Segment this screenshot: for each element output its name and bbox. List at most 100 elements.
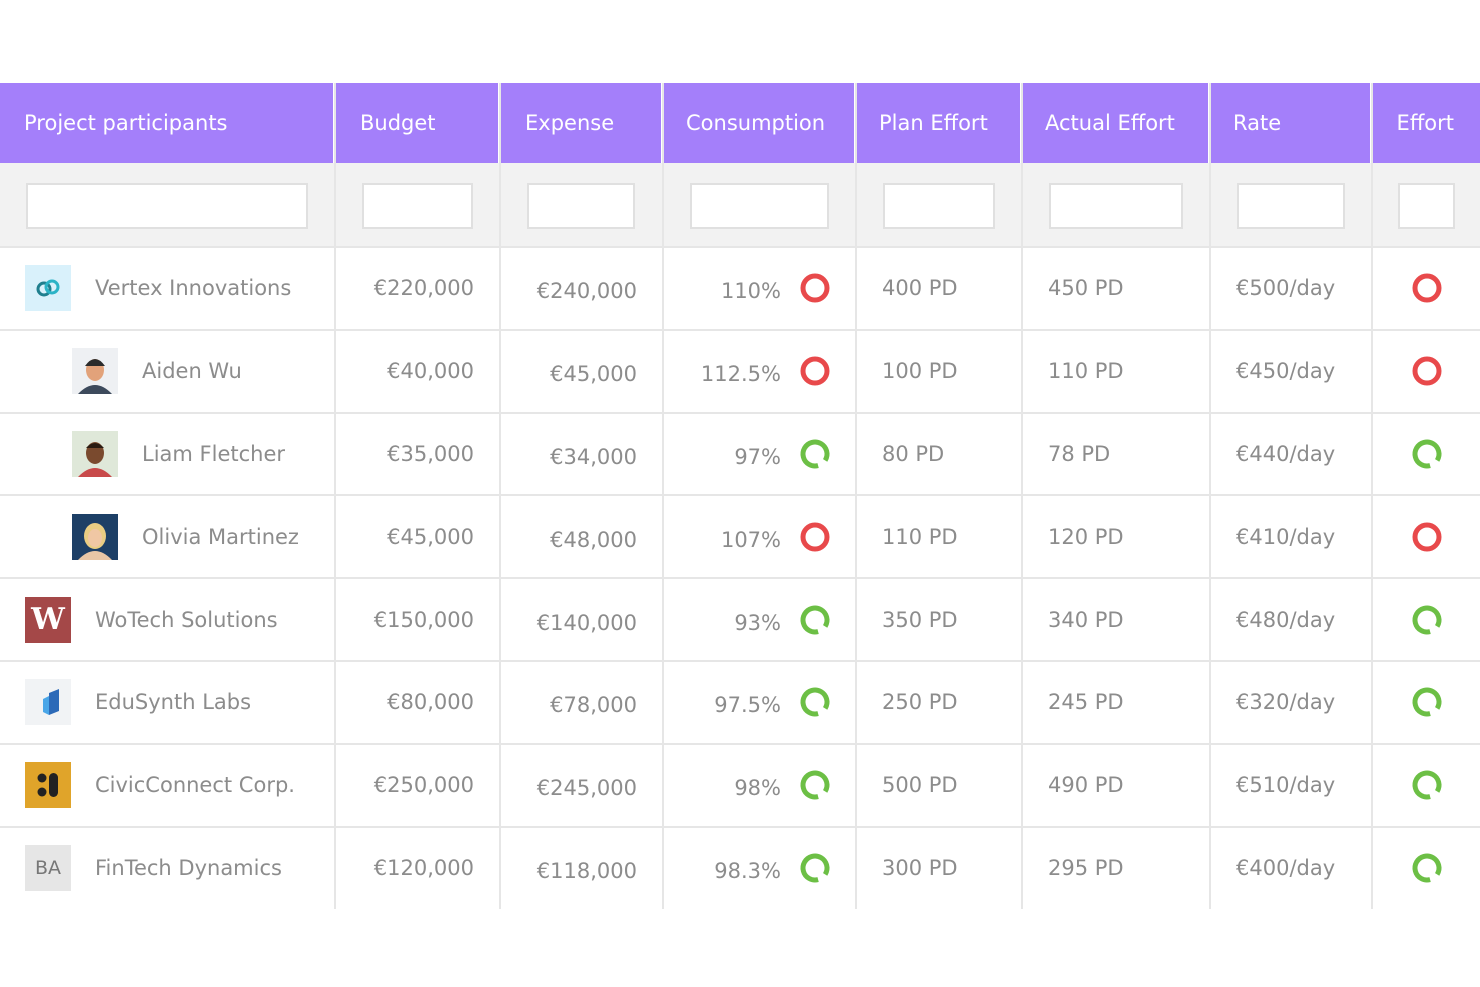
filter-input[interactable] — [26, 183, 308, 229]
row-divider — [0, 577, 1480, 580]
filter-input[interactable] — [362, 183, 473, 229]
plan-effort: 110 PD — [882, 524, 958, 549]
rate: €450/day — [1236, 359, 1336, 384]
actual-effort: 490 PD — [1048, 773, 1124, 798]
column-header: Project participants — [0, 83, 333, 163]
participant-name: Liam Fletcher — [142, 442, 286, 466]
expense: €245,000 — [536, 776, 637, 801]
column-header: Expense — [500, 83, 661, 163]
expense: €48,000 — [550, 527, 637, 552]
budget: €220,000 — [373, 276, 474, 301]
effort-status — [1410, 271, 1444, 305]
participant-logo — [25, 265, 71, 312]
participant-logo — [72, 431, 118, 477]
consumption: 97% — [734, 445, 781, 469]
budget: €250,000 — [373, 773, 474, 798]
consumption-status — [798, 851, 832, 885]
consumption-status — [798, 437, 832, 471]
expense: €118,000 — [536, 859, 637, 883]
column-header: Plan Effort — [856, 83, 1020, 163]
rate: €410/day — [1236, 524, 1336, 549]
consumption: 97.5% — [714, 693, 781, 718]
row-divider — [0, 328, 1480, 331]
rate: €480/day — [1236, 607, 1336, 632]
plan-effort: 400 PD — [882, 276, 958, 301]
logo-text: W — [31, 601, 65, 637]
plan-effort: 250 PD — [882, 690, 958, 715]
rate: €500/day — [1236, 276, 1336, 301]
consumption: 112.5% — [700, 362, 781, 387]
plan-effort: 350 PD — [882, 607, 958, 632]
consumption-status — [798, 354, 832, 388]
effort-status — [1410, 685, 1444, 719]
row-divider — [0, 246, 1480, 248]
participant-logo — [72, 348, 118, 395]
effort-status — [1410, 851, 1444, 885]
column-header: Actual Effort — [1022, 83, 1208, 163]
filter-input[interactable] — [527, 183, 635, 229]
actual-effort: 340 PD — [1048, 607, 1124, 632]
consumption-status — [798, 520, 832, 554]
effort-status — [1410, 437, 1444, 471]
filter-input[interactable] — [883, 183, 995, 229]
plan-effort: 300 PD — [882, 856, 958, 880]
plan-effort: 100 PD — [882, 359, 958, 384]
consumption-status — [798, 685, 832, 719]
expense: €45,000 — [550, 362, 637, 387]
filter-input[interactable] — [690, 183, 829, 229]
consumption: 110% — [720, 279, 781, 304]
actual-effort: 110 PD — [1048, 359, 1124, 384]
row-divider — [0, 825, 1480, 828]
effort-status — [1410, 603, 1444, 637]
logo-text: BA — [34, 857, 62, 879]
effort-status — [1410, 354, 1444, 388]
participant-name: WoTech Solutions — [95, 607, 278, 632]
plan-effort: 500 PD — [882, 773, 958, 798]
filter-input[interactable] — [1398, 183, 1455, 229]
participant-logo — [25, 679, 71, 726]
row-divider — [0, 660, 1480, 662]
plan-effort: 80 PD — [882, 442, 945, 466]
actual-effort: 450 PD — [1048, 276, 1124, 301]
budget: €40,000 — [387, 359, 474, 384]
rate: €320/day — [1236, 690, 1336, 715]
participant-logo — [72, 513, 118, 560]
column-header: Consumption — [663, 83, 854, 163]
participant-name: Aiden Wu — [142, 359, 242, 384]
row-divider — [0, 742, 1480, 745]
consumption-status — [798, 768, 832, 802]
actual-effort: 295 PD — [1048, 856, 1124, 880]
budget: €45,000 — [387, 524, 474, 549]
participant-logo — [25, 845, 71, 891]
consumption: 107% — [720, 527, 781, 552]
consumption: 93% — [734, 610, 781, 635]
rate: €400/day — [1236, 856, 1336, 880]
expense: €140,000 — [536, 610, 637, 635]
column-header: Rate — [1210, 83, 1370, 163]
participant-logo — [25, 762, 71, 809]
consumption: 98% — [734, 776, 781, 801]
participant-name: EduSynth Labs — [95, 690, 252, 715]
column-header: Effort — [1372, 83, 1480, 163]
actual-effort: 120 PD — [1048, 524, 1124, 549]
rate: €440/day — [1236, 442, 1336, 466]
filter-input[interactable] — [1049, 183, 1183, 229]
expense: €78,000 — [550, 693, 637, 718]
row-divider — [0, 494, 1480, 497]
effort-status — [1410, 768, 1444, 802]
participant-name: FinTech Dynamics — [95, 856, 282, 880]
column-header: Budget — [335, 83, 498, 163]
actual-effort: 245 PD — [1048, 690, 1124, 715]
consumption-status — [798, 603, 832, 637]
consumption-status — [798, 271, 832, 305]
budget: €150,000 — [373, 607, 474, 632]
participant-name: Vertex Innovations — [95, 276, 292, 301]
budget: €80,000 — [387, 690, 474, 715]
expense: €34,000 — [550, 445, 637, 469]
participant-name: CivicConnect Corp. — [95, 773, 295, 798]
filter-input[interactable] — [1237, 183, 1345, 229]
effort-status — [1410, 520, 1444, 554]
consumption: 98.3% — [714, 859, 781, 883]
row-divider — [0, 411, 1480, 414]
